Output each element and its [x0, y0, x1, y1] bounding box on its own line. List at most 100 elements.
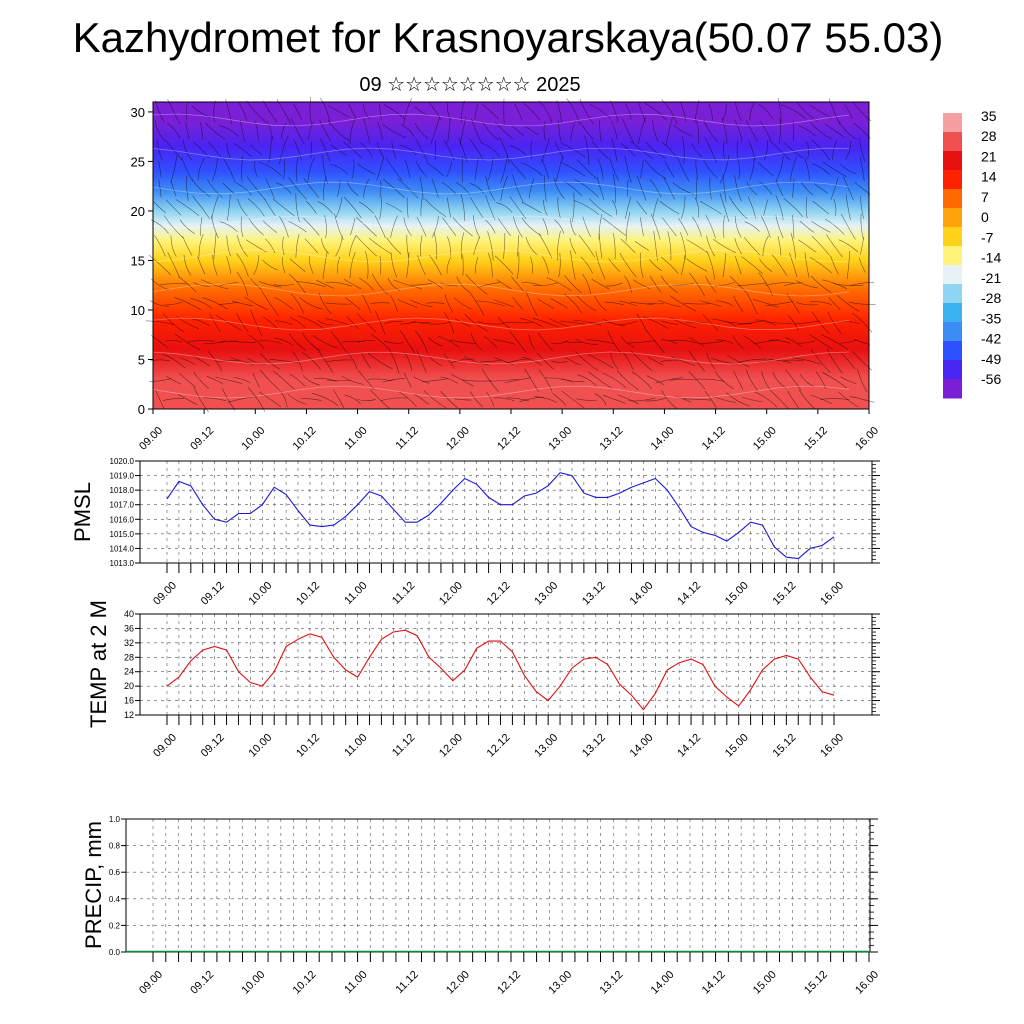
streamline	[809, 394, 832, 405]
streamline	[489, 378, 519, 382]
y-tick-label: 28	[124, 652, 134, 662]
streamline	[400, 330, 416, 354]
streamline	[575, 338, 599, 346]
streamline	[681, 255, 686, 276]
streamline	[602, 395, 626, 404]
streamline	[226, 141, 231, 159]
streamline	[420, 322, 450, 325]
streamline	[604, 301, 624, 306]
streamline	[452, 217, 473, 237]
streamline	[569, 237, 577, 254]
streamline	[620, 142, 636, 158]
streamline	[536, 352, 554, 370]
streamline	[430, 116, 441, 145]
streamline	[852, 351, 873, 371]
streamline	[155, 389, 165, 409]
colorbar-swatch	[943, 227, 962, 247]
streamline	[415, 138, 428, 162]
streamline	[650, 213, 661, 240]
streamline	[280, 391, 288, 408]
x-tick-label: 15.00	[723, 732, 751, 760]
streamline	[273, 296, 294, 311]
streamline	[603, 318, 626, 327]
streamline	[317, 201, 333, 214]
pmsl-chart: PMSL 1013.0 1014.0 1015.0 1016.0 1017.0 1018.…	[70, 457, 880, 608]
temperature-field	[153, 102, 869, 409]
streamline	[469, 183, 484, 194]
streamline	[722, 253, 727, 278]
streamline	[455, 181, 470, 195]
streamline	[578, 234, 595, 258]
y-tick-label: 1.0	[109, 815, 121, 824]
streamline	[566, 98, 580, 125]
streamline	[799, 373, 815, 387]
streamline	[161, 353, 186, 369]
colorbar-label: 0	[981, 209, 989, 225]
streamline	[695, 117, 699, 144]
streamline	[190, 298, 213, 309]
streamline	[838, 239, 859, 253]
streamline	[192, 141, 210, 159]
streamline	[222, 182, 235, 194]
streamline	[245, 239, 267, 253]
streamline	[624, 275, 632, 293]
streamline	[462, 379, 492, 382]
streamline	[237, 198, 248, 217]
streamline	[557, 231, 561, 261]
streamline	[775, 156, 784, 183]
streamline	[798, 239, 816, 253]
streamline	[496, 279, 512, 290]
streamline	[454, 398, 472, 401]
x-tick-label: 14.12	[700, 969, 728, 997]
x-tick-label: 09.00	[151, 732, 179, 760]
streamline	[400, 124, 415, 138]
y-tick-label: 40	[124, 609, 134, 619]
streamline	[272, 198, 295, 217]
streamline	[672, 182, 694, 195]
streamline	[228, 341, 257, 343]
streamline	[403, 98, 412, 126]
streamline	[348, 104, 357, 119]
streamline	[269, 359, 299, 364]
streamline	[237, 235, 248, 257]
streamline	[343, 279, 362, 290]
streamline	[470, 333, 483, 351]
streamline	[809, 104, 833, 119]
series-line	[166, 629, 835, 711]
streamline	[588, 198, 612, 217]
streamline	[812, 163, 830, 175]
streamline	[765, 301, 794, 306]
colorbar-label: -35	[981, 310, 1001, 326]
colorbar-legend: 35 28 21 14 7 0 -7 -14 -21 -28 -35 -42 -49 -56	[943, 108, 1001, 399]
streamline	[636, 200, 648, 215]
x-tick-label: 13.12	[597, 425, 625, 453]
streamline	[661, 390, 678, 409]
streamline	[322, 251, 328, 279]
streamline	[624, 196, 632, 219]
streamline	[833, 199, 837, 217]
streamline	[506, 358, 530, 364]
streamline	[470, 391, 484, 408]
streamline	[597, 158, 604, 180]
streamline	[734, 175, 742, 202]
streamline	[696, 378, 725, 382]
streamline	[428, 254, 442, 276]
streamline	[662, 217, 677, 237]
contour-line	[152, 181, 850, 195]
streamline	[282, 257, 286, 274]
streamline	[639, 217, 644, 237]
streamline	[393, 279, 422, 289]
streamline	[481, 368, 499, 393]
streamline	[832, 139, 838, 161]
streamline	[620, 336, 636, 348]
series-line	[166, 472, 835, 560]
x-tick-label: 11.00	[342, 969, 369, 996]
streamline	[186, 102, 188, 121]
streamline	[385, 202, 403, 213]
streamline	[383, 178, 405, 198]
streamline	[193, 371, 210, 389]
x-tick-label: 12.00	[437, 580, 465, 608]
streamline	[558, 252, 561, 278]
streamline	[588, 371, 613, 390]
